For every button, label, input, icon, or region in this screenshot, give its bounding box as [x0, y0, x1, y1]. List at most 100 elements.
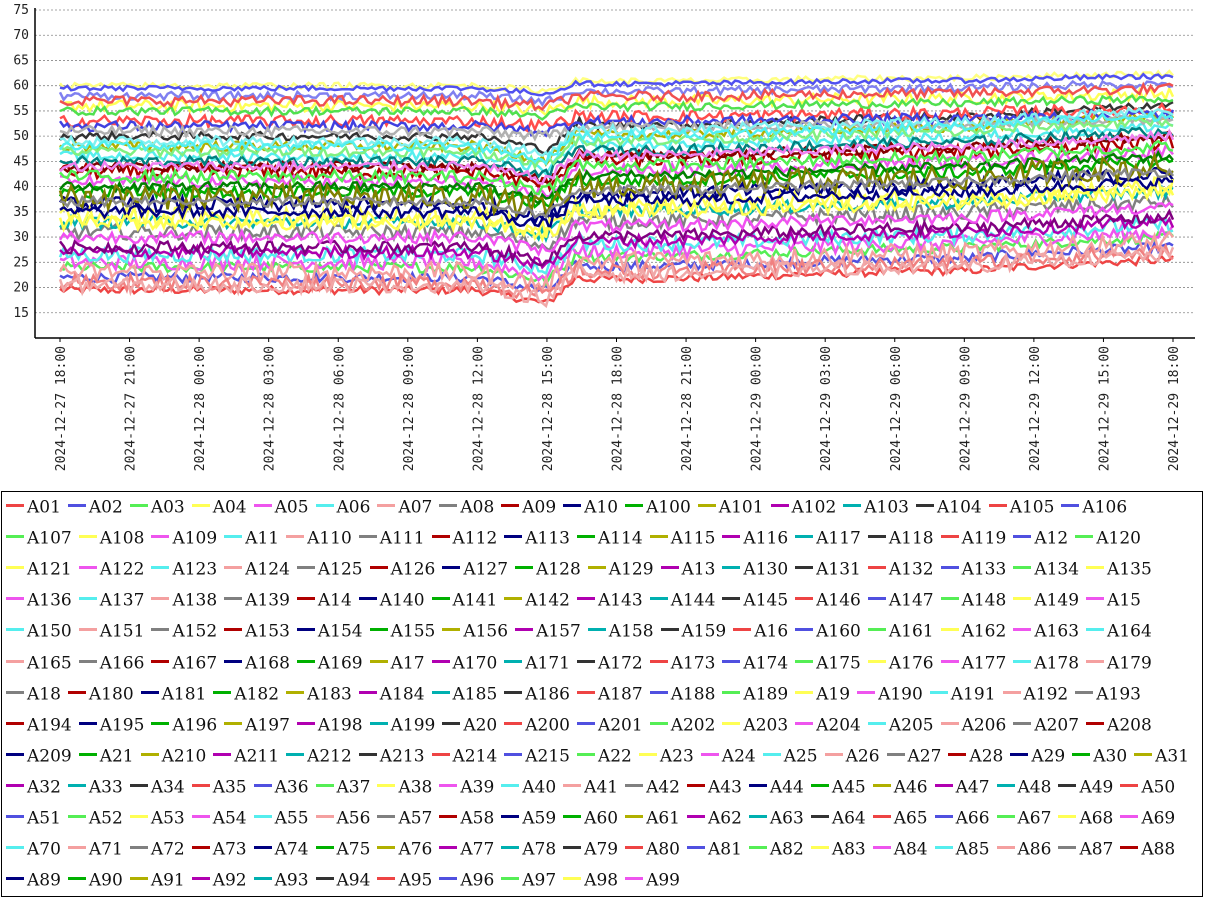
legend-swatch: [6, 535, 24, 539]
legend-label: A175: [816, 653, 861, 673]
legend-swatch: [504, 752, 523, 756]
legend-item: A125: [296, 559, 363, 583]
legend-label: A173: [670, 653, 716, 673]
legend-swatch: [1058, 846, 1077, 850]
legend-item: A197: [224, 715, 290, 739]
legend-item: A214: [431, 746, 497, 770]
legend-item: A124: [224, 559, 290, 583]
line-chart: 15 20 25 30 35 40 45 50 55 60 65 70 75 2024-12-27 18…: [13, 3, 1195, 471]
legend-label: A48: [1017, 777, 1052, 798]
legend-label: A70: [27, 839, 61, 860]
legend-swatch: [6, 690, 24, 694]
legend-swatch: [296, 628, 315, 632]
legend-item: A178: [1013, 653, 1079, 677]
legend-label: A199: [390, 715, 436, 736]
legend-item: A199: [369, 715, 436, 739]
legend-swatch: [934, 783, 953, 787]
y-tick-label: 70: [13, 28, 29, 43]
legend-item: A79: [563, 839, 618, 863]
legend-item: A181: [140, 684, 206, 708]
legend-item: A97: [501, 870, 556, 894]
legend-item: A71: [67, 839, 123, 863]
legend-swatch: [369, 628, 388, 632]
legend-label: A170: [452, 653, 498, 673]
legend-item: A105: [988, 497, 1054, 521]
legend-item: A210: [140, 746, 206, 770]
legend-item: A157: [515, 621, 581, 645]
legend-item: A160: [795, 621, 861, 645]
legend-label: A136: [27, 590, 72, 611]
legend-item: A129: [587, 559, 654, 583]
legend-label: A126: [390, 559, 436, 580]
legend-item: A138: [151, 590, 217, 614]
legend-label: A190: [878, 684, 923, 705]
legend-item: A46: [872, 777, 928, 801]
legend-swatch: [1013, 628, 1032, 632]
legend-label: A119: [961, 528, 1007, 549]
legend-swatch: [649, 721, 668, 725]
legend-swatch: [1075, 535, 1094, 539]
legend-swatch: [286, 752, 305, 756]
legend-swatch: [6, 566, 24, 570]
legend-item: A11: [224, 528, 279, 552]
legend-swatch: [377, 783, 396, 787]
legend-swatch: [6, 877, 24, 881]
legend-label: A07: [398, 497, 433, 518]
legend-item: A208: [1086, 715, 1152, 739]
legend-swatch: [296, 566, 315, 570]
legend-label: A37: [336, 777, 371, 798]
series-line-a06: [58, 216, 1174, 276]
legend-label: A200: [525, 715, 570, 736]
legend-item: A60: [563, 808, 618, 832]
legend-swatch: [296, 659, 315, 663]
legend-label: A18: [27, 684, 61, 705]
legend-item: A73: [191, 839, 247, 863]
legend-label: A160: [816, 621, 861, 642]
legend-swatch: [315, 783, 334, 787]
legend-item: A172: [576, 653, 643, 677]
legend-swatch: [6, 752, 24, 756]
legend-label: A196: [172, 715, 218, 736]
legend-item: A53: [129, 808, 185, 832]
legend-swatch: [129, 846, 148, 850]
legend-swatch: [369, 721, 388, 725]
legend-item: A17: [369, 653, 425, 677]
legend-item: A192: [1002, 684, 1068, 708]
legend-item: A136: [6, 590, 72, 614]
legend-swatch: [563, 846, 582, 850]
legend-swatch: [1086, 628, 1105, 632]
legend-label: A138: [172, 590, 218, 611]
legend-item: A34: [129, 777, 185, 801]
legend-label: A120: [1096, 528, 1141, 549]
legend-swatch: [431, 597, 450, 601]
legend-swatch: [504, 721, 523, 725]
legend-label: A118: [888, 528, 934, 549]
legend-label: A33: [88, 777, 123, 798]
legend-label: A107: [27, 528, 72, 549]
legend-label: A45: [831, 777, 866, 798]
legend-label: A146: [816, 590, 861, 611]
legend-item: A174: [722, 653, 788, 677]
legend-label: A153: [245, 621, 290, 642]
legend-item: A51: [6, 808, 61, 832]
legend-item: A212: [286, 746, 352, 770]
legend-label: A204: [816, 715, 861, 736]
legend-swatch: [151, 597, 170, 601]
legend-item: A114: [576, 528, 643, 552]
legend-label: A80: [646, 839, 680, 860]
legend-item: A86: [996, 839, 1051, 863]
series-line-a125: [58, 184, 1175, 243]
legend-item: A150: [6, 621, 72, 645]
legend-item: A21: [78, 746, 134, 770]
legend-swatch: [625, 504, 644, 507]
legend-label: A34: [150, 777, 185, 798]
legend-label: A122: [99, 559, 145, 580]
legend-item: A130: [722, 559, 788, 583]
series-line-a110: [59, 112, 1174, 142]
legend-swatch: [286, 690, 305, 694]
series-line-a118: [58, 79, 1174, 108]
legend-swatch: [224, 628, 243, 632]
x-tick-label: 2024-12-28 12:00: [471, 346, 486, 471]
x-tick-labels: 2024-12-27 18:00 2024-12-27 21:00 2024-12-…: [54, 338, 1182, 471]
axes: [34, 8, 1195, 339]
